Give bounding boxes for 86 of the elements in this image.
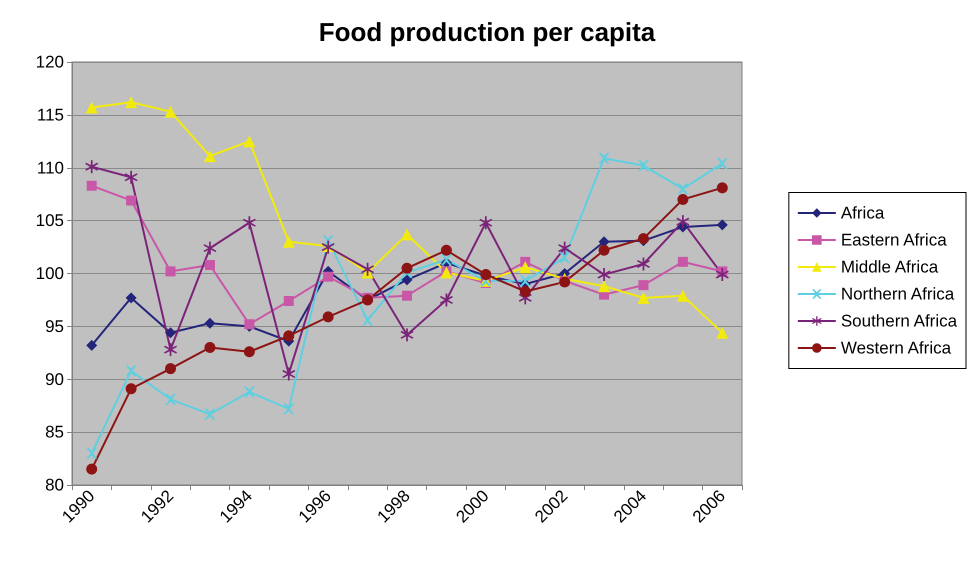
point [440,254,452,266]
legend-label: Middle Africa [840,258,939,276]
point [322,311,334,322]
y-tick-label: 110 [36,158,64,178]
point [244,319,254,330]
point [676,290,689,302]
y-tick-label: 105 [36,211,64,230]
point [283,330,294,342]
point [598,280,610,292]
point [86,448,98,459]
point [598,268,611,282]
y-tick-label: 90 [45,370,64,389]
y-tick-label: 80 [45,476,64,494]
point [203,242,216,255]
point [400,328,414,342]
point [164,106,177,118]
chart-title: Food production per capita [318,17,656,47]
point [636,257,650,270]
point [323,272,334,282]
point [440,244,452,256]
point [85,160,98,174]
point [282,236,295,248]
point [204,150,216,162]
point [126,383,137,394]
point [716,158,728,170]
y-tick-label: 115 [36,105,64,124]
point [638,280,648,290]
point [242,216,256,230]
point [519,261,532,274]
point [402,274,412,286]
point [361,262,374,276]
point [678,256,688,267]
point [716,219,728,230]
point [558,242,572,255]
legend-label: Southern Africa [840,312,958,330]
point [559,252,570,264]
point [86,180,97,191]
point [520,286,531,297]
point [637,292,650,304]
point [244,386,255,398]
y-tick-label: 95 [45,316,64,336]
point [676,215,690,228]
point [126,292,137,304]
point [282,367,296,380]
point [165,394,176,405]
point [86,464,98,475]
point [126,365,137,376]
point [716,326,728,339]
y-tick-label: 120 [36,52,64,72]
point [598,244,610,256]
point [677,183,688,194]
point [204,408,216,420]
point [165,363,176,374]
point [479,216,492,230]
y-tick-label: 100 [36,264,64,283]
point [204,260,215,270]
point [520,275,531,286]
point [716,268,729,282]
point [440,293,453,306]
point [716,182,728,194]
point [401,228,413,240]
point [638,160,649,172]
point [126,196,136,206]
point [204,318,216,329]
point [362,314,374,326]
legend-label: Africa [840,204,885,222]
point [86,101,98,114]
point [125,96,138,108]
point [402,262,412,274]
legend-label: Northern Africa [840,284,955,304]
legend-label: Western Africa [840,338,952,358]
point [204,342,216,354]
point [243,135,256,148]
point [164,343,178,356]
point [283,403,294,414]
point [124,170,138,184]
point [677,194,688,205]
point [165,327,176,338]
point [402,290,412,301]
point [284,296,294,306]
point [86,340,98,351]
point [166,266,176,276]
point [598,152,610,164]
legend-label: Eastern Africa [840,230,948,250]
point [244,346,255,358]
y-tick-label: 85 [45,422,64,442]
